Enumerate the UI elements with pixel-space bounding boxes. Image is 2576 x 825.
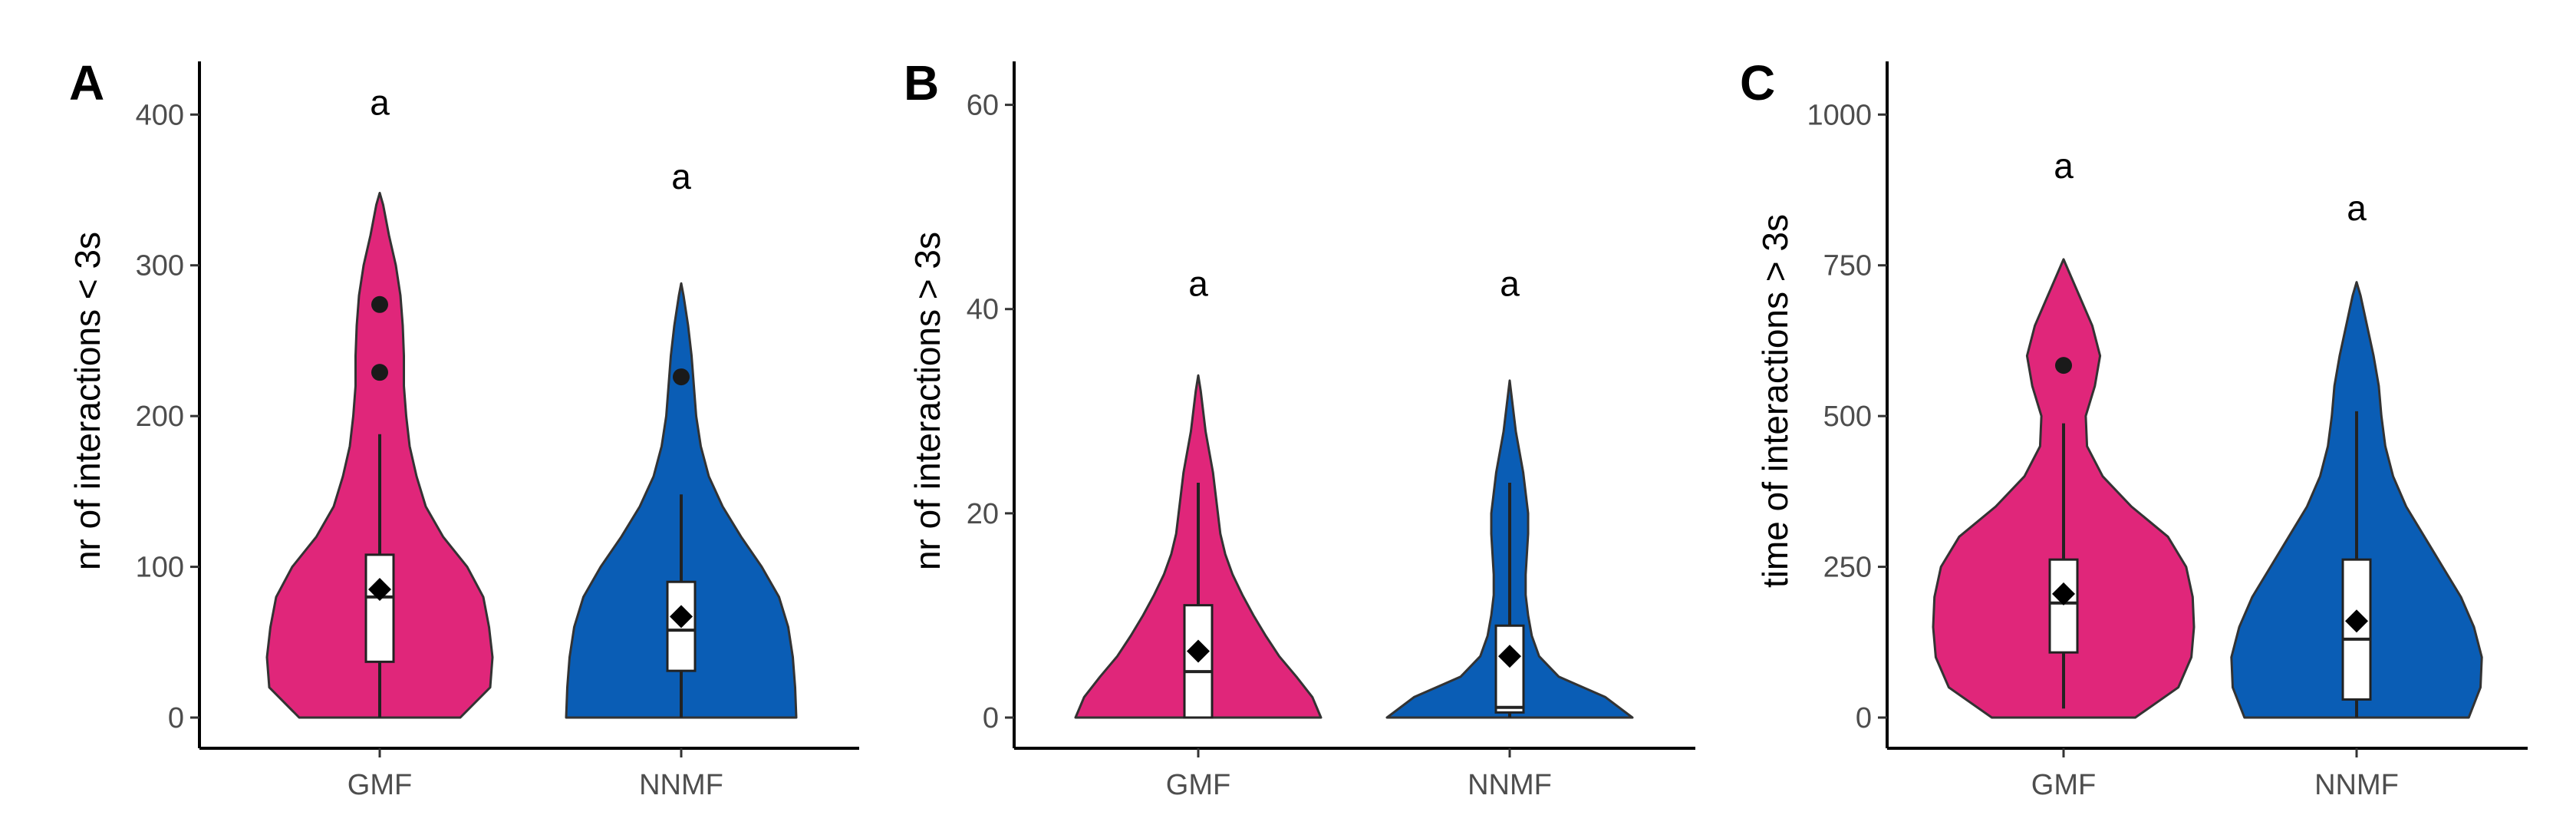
y-tick-label: 500 [1823, 401, 1872, 433]
x-tick-label: GMF [1166, 769, 1230, 801]
violin-gmf: a [1932, 146, 2196, 719]
y-tick-label: 40 [967, 294, 999, 326]
x-tick-label: NNMF [639, 769, 723, 801]
significance-label: a [1188, 263, 1208, 303]
violin-gmf: a [265, 83, 494, 719]
x-tick-label: NNMF [2314, 769, 2399, 801]
panel-label: A [69, 55, 104, 111]
outlier-point [2055, 357, 2072, 375]
box [2341, 558, 2372, 701]
mean-marker [1498, 645, 1521, 668]
panel-C: C 0 250 500 750 1000 time of interactions > 3s… [1740, 55, 2528, 801]
outlier-point [371, 364, 388, 381]
y-tick-label: 200 [136, 401, 184, 433]
violin-gmf: a [1074, 263, 1323, 719]
mean-marker [670, 605, 693, 629]
significance-label: a [2347, 188, 2367, 228]
significance-label: a [1500, 263, 1520, 303]
y-axis-label: time of interactions > 3s [1755, 214, 1795, 588]
significance-label: a [2054, 146, 2074, 186]
y-tick-label: 1000 [1807, 99, 1872, 131]
outlier-point [673, 368, 690, 386]
y-tick-label: 0 [1856, 702, 1872, 734]
violin-nnmf: a [1385, 263, 1634, 719]
box [1494, 624, 1525, 714]
y-axis-label: nr of interactions > 3s [908, 232, 947, 570]
outlier-point [371, 295, 388, 313]
y-tick-label: 250 [1823, 552, 1872, 584]
y-tick-label: 300 [136, 250, 184, 282]
panel-A: A 0 100 200 300 400 nr of interactions < 3s a GM… [68, 55, 859, 801]
panel-label: B [904, 55, 939, 111]
panel-label: C [1740, 55, 1775, 111]
y-tick-label: 20 [967, 498, 999, 530]
panel-B: B 0 20 40 60 nr of interactions > 3s a GMF a NNMF [904, 55, 1695, 801]
y-tick-label: 750 [1823, 250, 1872, 282]
mean-marker [2345, 609, 2368, 633]
box [2048, 558, 2079, 654]
significance-label: a [671, 157, 691, 196]
y-tick-label: 100 [136, 552, 184, 584]
y-tick-label: 0 [983, 702, 999, 734]
x-tick-label: GMF [2031, 769, 2096, 801]
significance-label: a [370, 83, 390, 123]
y-tick-label: 60 [967, 90, 999, 122]
y-tick-label: 0 [168, 702, 184, 734]
mean-marker [1187, 639, 1210, 663]
box [364, 553, 395, 663]
mean-marker [368, 578, 391, 602]
x-tick-label: NNMF [1468, 769, 1552, 801]
violin-nnmf: a [2230, 188, 2483, 719]
y-axis-label: nr of interactions < 3s [68, 232, 107, 570]
y-tick-label: 400 [136, 99, 184, 131]
x-tick-label: GMF [348, 769, 412, 801]
box [1183, 604, 1214, 719]
violin-nnmf: a [565, 157, 798, 719]
mean-marker [2052, 582, 2075, 606]
